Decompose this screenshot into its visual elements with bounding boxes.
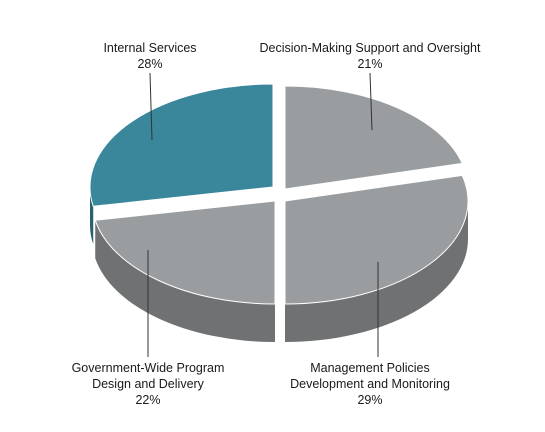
pie-tops (89, 83, 469, 305)
pie-slice (94, 200, 276, 305)
slice-label-text: Design and Delivery (92, 377, 204, 391)
pie-slice (89, 83, 274, 207)
pie-slice (284, 85, 463, 190)
slice-label-text: Management Policies (310, 361, 430, 375)
slice-label-text: Internal Services (103, 41, 197, 55)
pie-slice (284, 174, 469, 305)
leader-line (149, 72, 153, 141)
slice-percent: 28% (137, 57, 163, 71)
slice-percent: 22% (135, 393, 161, 407)
slice-label-text: Government-Wide Program (71, 361, 225, 375)
slice-percent: 21% (357, 57, 383, 71)
slice-percent: 29% (357, 393, 383, 407)
leader-line (369, 72, 373, 131)
pie-sides (90, 187, 468, 342)
leader-lines (147, 72, 379, 357)
slice-label-text: Development and Monitoring (290, 377, 450, 391)
slice-label-text: Decision-Making Support and Oversight (259, 41, 481, 55)
slice-label-decision-making: Decision-Making Support and Oversight 21… (260, 40, 481, 72)
pie-slice-side (95, 220, 276, 342)
slice-label-government-wide: Government-Wide Program Design and Deliv… (72, 360, 225, 408)
slice-label-management-policies: Management Policies Development and Moni… (290, 360, 450, 408)
pie-slice-side (90, 187, 94, 245)
slice-label-internal-services: Internal Services 28% (103, 40, 196, 72)
pie-slice-side (285, 201, 468, 342)
